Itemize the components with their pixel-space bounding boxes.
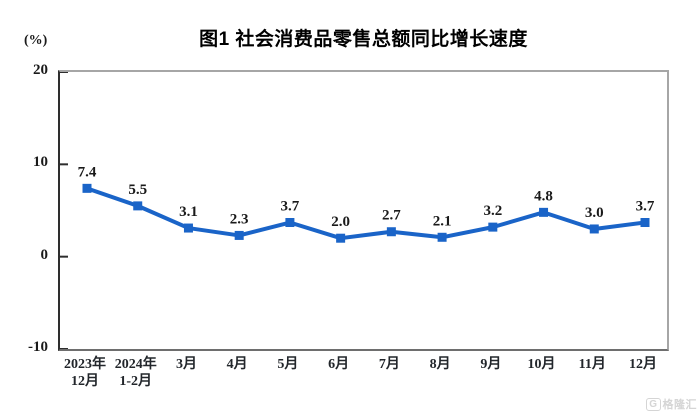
x-tick-label: 11月 xyxy=(550,356,634,373)
watermark-text: 格隆汇 xyxy=(662,399,697,411)
data-point-label: 2.1 xyxy=(433,213,452,229)
data-point-marker xyxy=(183,223,193,233)
data-point-label: 3.7 xyxy=(636,199,655,215)
data-point-label: 3.2 xyxy=(483,203,502,219)
chart-title: 图1 社会消费品零售总额同比增长速度 xyxy=(199,29,528,50)
x-tick-label: 3月 xyxy=(144,356,228,373)
data-point-marker xyxy=(386,227,396,237)
x-tick-label: 12月 xyxy=(601,356,685,373)
x-tick-label: 8月 xyxy=(398,356,482,373)
x-tick-label-line: 1-2月 xyxy=(119,374,153,389)
x-tick-label-line: 6月 xyxy=(328,357,350,372)
x-tick-label-line: 10月 xyxy=(527,357,556,372)
x-tick-label: 6月 xyxy=(297,356,381,373)
data-point-label: 2.7 xyxy=(382,208,401,224)
data-point-label: 7.4 xyxy=(78,164,97,180)
data-point-marker xyxy=(234,230,244,240)
x-tick-label: 2024年 1-2月 xyxy=(94,356,178,390)
x-tick-label-line: 12月 xyxy=(71,374,99,389)
x-tick-label: 7月 xyxy=(347,356,431,373)
x-tick-label-line: 11月 xyxy=(578,357,606,372)
data-point-label: 2.3 xyxy=(230,211,249,227)
x-tick-label-line: 12月 xyxy=(629,357,657,372)
y-axis-unit-label: (%) xyxy=(24,33,48,48)
data-point-label: 3.1 xyxy=(179,204,198,220)
x-tick-label: 2023年 12月 xyxy=(43,356,127,390)
line-chart-svg: 7.4 5.5 3.1 2.3 3.7 2.0 2.7 2.1 3.2 4.8 3.0 3.7 xyxy=(60,72,655,349)
x-tick-label-line: 9月 xyxy=(480,357,502,372)
data-point-label: 2.0 xyxy=(331,214,350,230)
data-point-label: 4.8 xyxy=(534,188,553,204)
data-point-marker xyxy=(589,224,599,234)
x-tick-label: 10月 xyxy=(500,356,584,373)
data-point-marker xyxy=(488,222,498,232)
data-point-label: 3.7 xyxy=(281,199,300,215)
x-tick-label-line: 2024年 xyxy=(114,357,157,372)
y-tick-label: 10 xyxy=(33,154,48,171)
x-tick-label: 4月 xyxy=(195,356,279,373)
x-tick-label: 9月 xyxy=(449,356,533,373)
plot-area: 7.4 5.5 3.1 2.3 3.7 2.0 2.7 2.1 3.2 4.8 3.0 3.7 xyxy=(58,70,669,351)
data-point-label: 3.0 xyxy=(585,205,604,221)
x-tick-label-line: 2023年 xyxy=(64,357,106,372)
x-tick-label-line: 7月 xyxy=(378,357,400,372)
data-point-marker xyxy=(640,218,650,228)
x-tick-label-line: 3月 xyxy=(175,357,197,372)
x-tick-label-line: 5月 xyxy=(277,357,299,372)
y-tick-label: 0 xyxy=(40,246,49,263)
x-tick-label-line: 4月 xyxy=(226,357,248,372)
x-tick-label: 5月 xyxy=(246,356,330,373)
watermark: G 格隆汇 xyxy=(646,396,697,412)
y-tick-label: 20 xyxy=(33,62,48,78)
data-point-marker xyxy=(437,232,447,242)
x-tick-label-line: 8月 xyxy=(429,357,451,372)
data-point-marker xyxy=(133,201,143,211)
watermark-logo-icon: G xyxy=(646,397,661,411)
y-tick-label: -10 xyxy=(28,339,48,355)
data-point-marker xyxy=(539,207,549,217)
data-point-marker xyxy=(336,233,346,243)
data-point-marker xyxy=(285,218,295,228)
data-point-marker xyxy=(82,183,92,193)
data-point-label: 5.5 xyxy=(128,182,147,198)
trend-line xyxy=(86,186,646,241)
